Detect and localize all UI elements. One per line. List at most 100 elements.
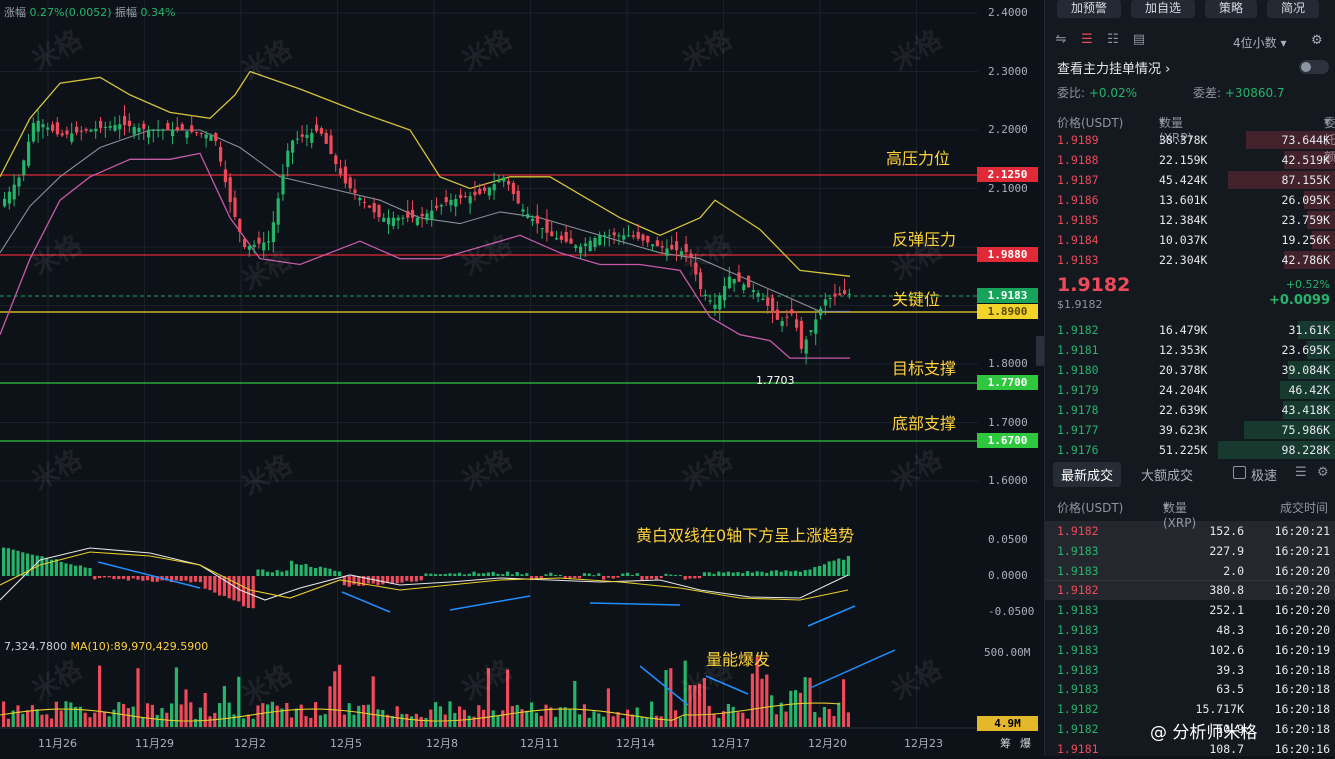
bid-row[interactable]: 1.9177 39.623K 75.986K (1045, 420, 1335, 440)
ask-row[interactable]: 1.9188 22.159K 42.519K (1045, 150, 1335, 170)
macd-bar (798, 571, 802, 576)
boll-upper-line (0, 70, 851, 277)
ask-row[interactable]: 1.9185 12.384K 23.759K (1045, 210, 1335, 230)
trade-row[interactable]: 1.9183 39.3 16:20:18 (1045, 660, 1335, 680)
volume-bar (578, 714, 582, 727)
volume-bar (318, 715, 322, 727)
volume-bar (333, 671, 337, 727)
macd-bar (381, 576, 385, 585)
trade-row[interactable]: 1.9182 10.9 16:20:18 (1045, 719, 1335, 739)
volume-bar (760, 678, 764, 727)
bid-row[interactable]: 1.9179 24.204K 46.42K (1045, 380, 1335, 400)
macd-bar (765, 572, 769, 576)
strategy-button[interactable]: 策略 (1205, 0, 1258, 18)
candle-body (660, 246, 664, 248)
trade-row[interactable]: 1.9183 252.1 16:20:20 (1045, 600, 1335, 620)
volume-bar (477, 705, 481, 727)
decimal-select[interactable]: 4位小数 ▾ (1233, 36, 1287, 50)
chart-canvas[interactable] (0, 0, 1040, 756)
bid-row[interactable]: 1.9178 22.639K 43.418K (1045, 400, 1335, 420)
bid-row[interactable]: 1.9176 51.225K 98.228K (1045, 440, 1335, 460)
volume-bar (390, 715, 394, 727)
candle-body (391, 217, 395, 227)
quantity-cell: 51.225K (1159, 443, 1208, 457)
volume-bar (395, 706, 399, 727)
candle-body (607, 235, 611, 237)
candle-body (473, 191, 477, 196)
candle-body (670, 244, 674, 250)
add-alert-button[interactable]: 加预警 (1057, 0, 1122, 18)
tab-large-trades[interactable]: 大额成交 (1141, 469, 1194, 484)
liquidation-button[interactable]: 爆 (1020, 737, 1031, 750)
candle-body (828, 298, 832, 300)
trade-row[interactable]: 1.9182 380.8 16:20:20 (1045, 580, 1335, 601)
price-cell: 1.9181 (1057, 343, 1099, 357)
trade-row[interactable]: 1.9183 227.9 16:20:21 (1045, 540, 1335, 561)
trade-row[interactable]: 1.9183 63.5 16:20:18 (1045, 679, 1335, 699)
depth-icon[interactable]: ▤ (1132, 32, 1146, 47)
time-cell: 16:20:21 (1274, 524, 1330, 538)
settings-icon[interactable]: ⚙ (1311, 33, 1323, 48)
volume-bar (256, 705, 260, 727)
trade-row[interactable]: 1.9182 15.717K 16:20:18 (1045, 699, 1335, 719)
candle-body (804, 339, 808, 354)
trade-row[interactable]: 1.9183 102.6 16:20:19 (1045, 640, 1335, 660)
ask-row[interactable]: 1.9186 13.601K 26.095K (1045, 190, 1335, 210)
volume-bar (746, 718, 750, 727)
add-watchlist-button[interactable]: 加自选 (1131, 0, 1196, 18)
macd-bar (261, 569, 265, 576)
time-cell: 16:20:18 (1274, 682, 1330, 697)
macd-annotation: 黄白双线在0轴下方呈上涨趋势 (636, 526, 855, 545)
trades-settings-icon[interactable]: ⚙ (1317, 465, 1329, 480)
candle-body (425, 213, 429, 221)
candle-body (843, 290, 847, 294)
macd-bar (808, 569, 812, 576)
macd-bar (698, 576, 702, 579)
candle-body (156, 130, 160, 131)
trade-row[interactable]: 1.9181 108.7 16:20:16 (1045, 739, 1335, 759)
ask-row[interactable]: 1.9184 10.037K 19.256K (1045, 230, 1335, 250)
candle-body (439, 204, 443, 207)
bid-row[interactable]: 1.9181 12.353K 23.695K (1045, 340, 1335, 360)
candle-body (449, 199, 453, 206)
bid-row[interactable]: 1.9180 20.378K 39.084K (1045, 360, 1335, 380)
price-cell: 1.9178 (1057, 403, 1099, 417)
quantity-cell: 10.9 (1216, 722, 1244, 736)
chip-button[interactable]: 筹 (1000, 737, 1011, 750)
asks-only-icon[interactable]: ☰ (1081, 32, 1093, 47)
price-cell: 1.9181 (1057, 741, 1099, 756)
bids-only-icon[interactable]: ☷ (1107, 32, 1119, 47)
candle-body (46, 127, 50, 130)
trade-row[interactable]: 1.9182 152.6 16:20:21 (1045, 521, 1335, 541)
main-orders-link[interactable]: 查看主力挂单情况 › (1057, 62, 1171, 77)
panel-resize-handle[interactable] (1036, 336, 1044, 366)
main-orders-toggle[interactable] (1299, 60, 1329, 74)
ask-row[interactable]: 1.9187 45.424K 87.155K (1045, 170, 1335, 190)
candle-body (708, 300, 712, 302)
bid-row[interactable]: 1.9182 16.479K 31.61K (1045, 320, 1335, 340)
ask-row[interactable]: 1.9189 38.378K 73.644K (1045, 130, 1335, 150)
price-tag-rebound-pressure: 1.9880 (977, 247, 1038, 262)
trade-row[interactable]: 1.9183 2.0 16:20:20 (1045, 560, 1335, 581)
both-sides-icon[interactable]: ⇋ (1055, 32, 1067, 47)
macd-bar (323, 567, 327, 576)
fast-mode-checkbox[interactable] (1233, 466, 1246, 479)
volume-bar (630, 714, 634, 727)
trade-row[interactable]: 1.9183 48.3 16:20:20 (1045, 620, 1335, 640)
ask-row[interactable]: 1.9183 22.304K 42.786K (1045, 250, 1335, 270)
macd-bar (141, 576, 145, 581)
boll-lower-line (0, 152, 850, 359)
price-cell: 1.9183 (1057, 662, 1099, 677)
macd-bar (774, 570, 778, 576)
kline-chart[interactable]: 涨幅 0.27%(0.0052) 振幅 0.34% 米格 米格 米格 米格 米格 米格 米格… (0, 0, 1044, 756)
macd-bar (486, 572, 490, 576)
filter-icon[interactable]: ☰ (1295, 465, 1307, 480)
volume-bar (741, 712, 745, 727)
overview-button[interactable]: 简况 (1267, 0, 1320, 18)
candle-body (775, 309, 779, 320)
quantity-cell: 38.378K (1159, 133, 1208, 147)
volume-bar (338, 664, 342, 727)
tab-latest-trades[interactable]: 最新成交 (1053, 462, 1122, 487)
quantity-cell: 16.479K (1159, 323, 1208, 337)
volume-bar (765, 674, 769, 727)
